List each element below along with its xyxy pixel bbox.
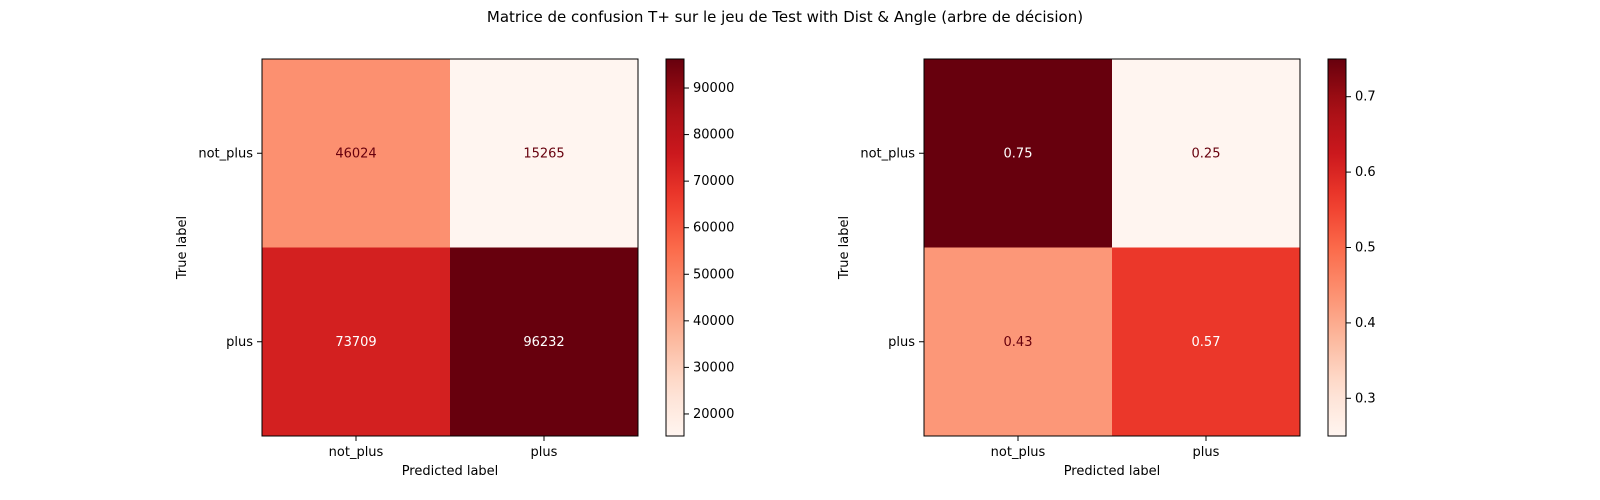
colorbar [665, 58, 685, 437]
x-tick-label: plus [1193, 445, 1220, 460]
cell-value-label: 0.43 [1004, 335, 1033, 350]
y-tick-label: plus [888, 335, 915, 350]
y-axis-label: True label [837, 216, 852, 280]
x-tick-label: not_plus [329, 445, 384, 460]
matrix-cell [924, 59, 1113, 248]
matrix-cell [450, 247, 639, 437]
colorbar-tick-label: 0.7 [1355, 90, 1376, 105]
x-axis-label: Predicted label [402, 464, 499, 479]
colorbar-tick-label: 70000 [693, 174, 734, 189]
cell-value-label: 96232 [523, 335, 564, 350]
colorbar-tick-label: 0.5 [1355, 241, 1376, 256]
colorbar-tick-label: 20000 [693, 407, 734, 422]
colorbar-tick-label: 60000 [693, 221, 734, 236]
matrix-cell [924, 247, 1113, 437]
matrix-cell [262, 59, 451, 248]
x-tick-label: not_plus [991, 445, 1046, 460]
y-tick-label: not_plus [198, 146, 253, 161]
y-tick-label: not_plus [860, 146, 915, 161]
y-tick-label: plus [226, 335, 253, 350]
cell-value-label: 15265 [523, 146, 564, 161]
colorbar-tick-label: 30000 [693, 360, 734, 375]
axes-frame [261, 58, 639, 437]
x-tick-label: plus [531, 445, 558, 460]
colorbar-tick-label: 40000 [693, 314, 734, 329]
x-axis-label: Predicted label [1064, 464, 1161, 479]
colorbar-tick-label: 80000 [693, 128, 734, 143]
matrix-cell [262, 247, 451, 437]
colorbar-tick-label: 0.6 [1355, 165, 1376, 180]
colorbar-tick-label: 50000 [693, 267, 734, 282]
cell-value-label: 0.25 [1192, 146, 1221, 161]
axes-frame [923, 58, 1301, 437]
matrix-cell [1112, 59, 1301, 248]
colorbar-tick-label: 0.4 [1355, 316, 1376, 331]
chart-title: Matrice de confusion T+ sur le jeu de Te… [486, 8, 1084, 26]
matrix-cell [450, 59, 639, 248]
cell-value-label: 73709 [335, 335, 376, 350]
cell-value-label: 0.75 [1004, 146, 1033, 161]
cell-value-label: 0.57 [1192, 335, 1221, 350]
colorbar [1327, 58, 1347, 437]
colorbar-tick-label: 90000 [693, 81, 734, 96]
cell-value-label: 46024 [335, 146, 376, 161]
y-axis-label: True label [175, 216, 190, 280]
colorbar-tick-label: 0.3 [1355, 391, 1376, 406]
matrix-cell [1112, 247, 1301, 437]
